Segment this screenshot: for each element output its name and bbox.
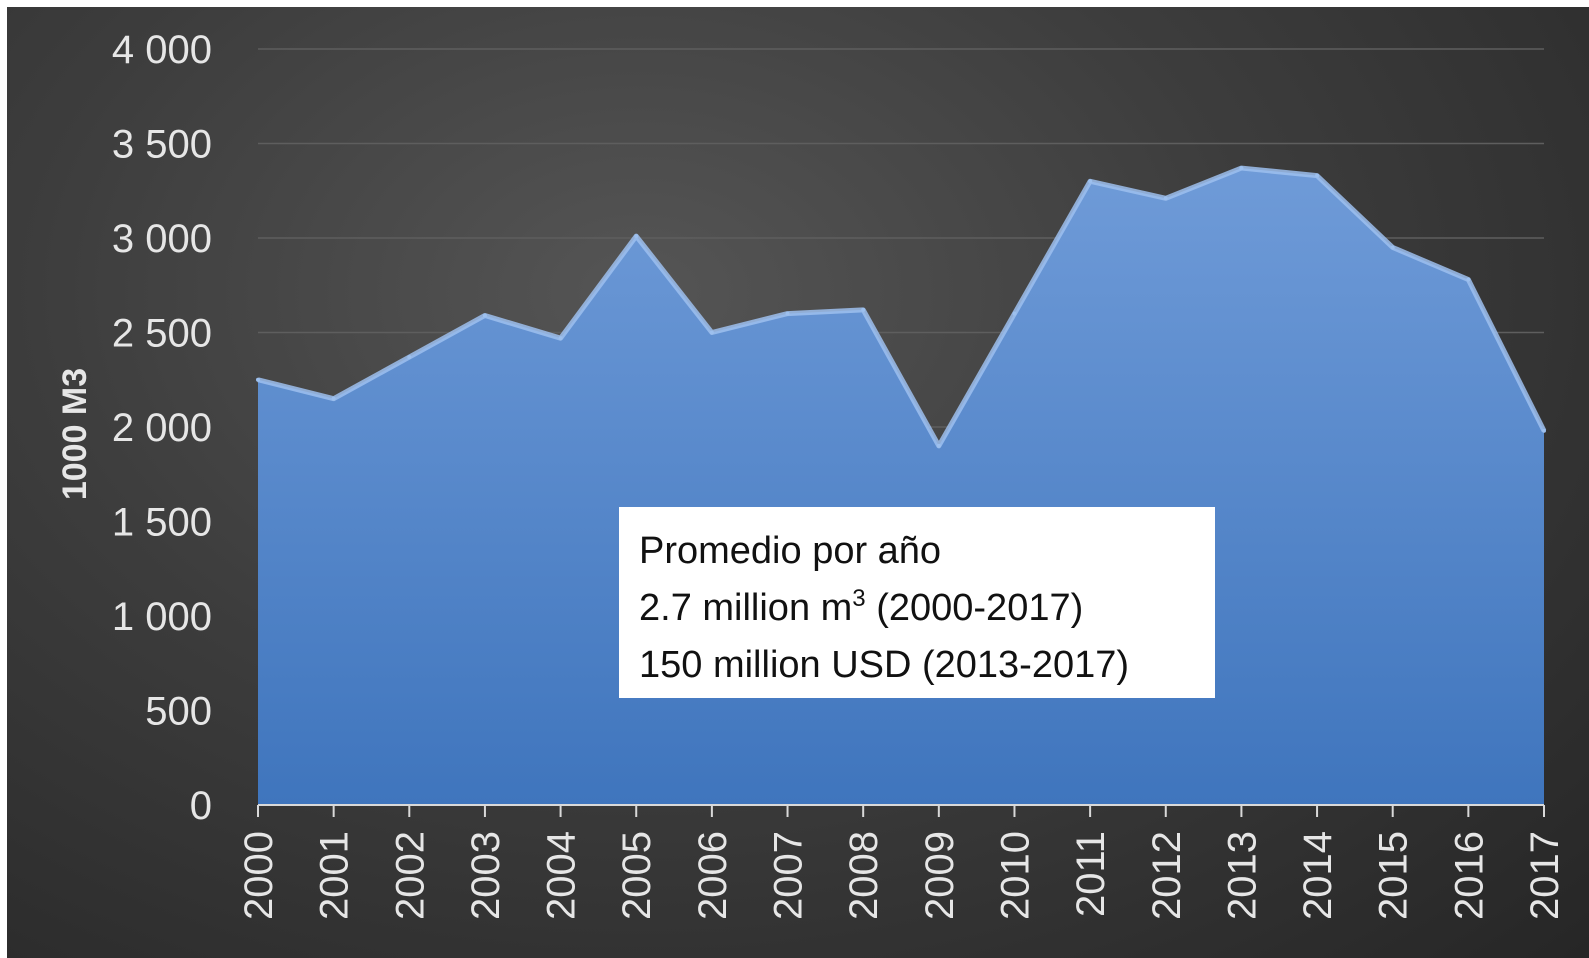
data-point — [256, 377, 260, 382]
area-fill — [258, 168, 1544, 805]
data-point — [1466, 277, 1471, 282]
x-tick-label: 2008 — [842, 831, 886, 920]
data-point — [558, 336, 563, 341]
x-tick-label: 2002 — [388, 831, 432, 920]
annotation-box: Promedio por año 2.7 million m3 (2000-20… — [619, 507, 1215, 698]
y-tick-label: 1 500 — [112, 501, 212, 545]
x-tick-label: 2001 — [313, 831, 357, 920]
y-axis-title: 1000 M3 — [56, 368, 94, 500]
x-tick-label: 2006 — [691, 831, 735, 920]
y-tick-label: 500 — [145, 690, 212, 734]
y-tick-label: 2 500 — [112, 312, 212, 356]
x-tick-label: 2003 — [464, 831, 508, 920]
annotation-line-2: 2.7 million m3 (2000-2017) — [639, 580, 1195, 637]
x-tick-label: 2005 — [615, 831, 659, 920]
area-series — [256, 165, 1547, 805]
x-tick-label: 2017 — [1523, 831, 1567, 920]
data-point — [1012, 311, 1017, 316]
x-tick-label: 2013 — [1220, 831, 1264, 920]
data-point — [1163, 196, 1168, 201]
y-tick-label: 3 000 — [112, 217, 212, 261]
data-point — [1239, 166, 1244, 171]
y-tick-label: 3 500 — [112, 123, 212, 167]
data-point — [861, 307, 866, 312]
x-tick-label: 2004 — [540, 831, 584, 920]
annotation-line-2-prefix: 2.7 million m — [639, 587, 853, 629]
x-tick-label: 2010 — [993, 831, 1037, 920]
y-tick-labels: 0 500 1 000 1 500 2 000 2 500 3 000 3 500 4 000 — [112, 28, 212, 828]
data-point — [482, 313, 487, 318]
annotation-line-1: Promedio por año — [639, 530, 942, 572]
data-point — [1088, 179, 1093, 184]
area-top-edge — [257, 165, 1547, 449]
data-point — [331, 396, 336, 401]
data-point — [1315, 173, 1320, 178]
x-tick-label: 2000 — [237, 831, 281, 920]
annotation-superscript: 3 — [852, 585, 866, 612]
x-tick-label: 2016 — [1447, 831, 1491, 920]
data-point — [1390, 245, 1395, 250]
annotation-line-2-suffix: (2000-2017) — [865, 587, 1084, 629]
x-tick-label: 2012 — [1145, 831, 1189, 920]
x-tick-label: 2014 — [1296, 831, 1340, 920]
x-tick-label: 2011 — [1069, 831, 1113, 917]
data-point — [634, 234, 639, 239]
y-tick-label: 0 — [190, 784, 212, 828]
data-point — [1542, 428, 1546, 433]
x-tick-label: 2015 — [1372, 831, 1416, 920]
data-point — [709, 330, 714, 335]
x-tick-label: 2009 — [918, 831, 962, 920]
y-tick-label: 1 000 — [112, 595, 212, 639]
x-tick-label: 2007 — [767, 831, 811, 920]
chart-frame: 0 500 1 000 1 500 2 000 2 500 3 000 3 500 4 000 … — [7, 7, 1589, 958]
data-point — [785, 311, 790, 316]
data-point — [407, 355, 412, 360]
x-tick-labels: 2000 2001 2002 2003 2004 2005 2006 2007 2008 2009… — [237, 831, 1567, 920]
y-tick-label: 4 000 — [112, 28, 212, 72]
annotation-line-3: 150 million USD (2013-2017) — [639, 644, 1130, 686]
data-point — [936, 443, 941, 448]
y-tick-label: 2 000 — [112, 406, 212, 450]
axes — [257, 804, 1545, 817]
